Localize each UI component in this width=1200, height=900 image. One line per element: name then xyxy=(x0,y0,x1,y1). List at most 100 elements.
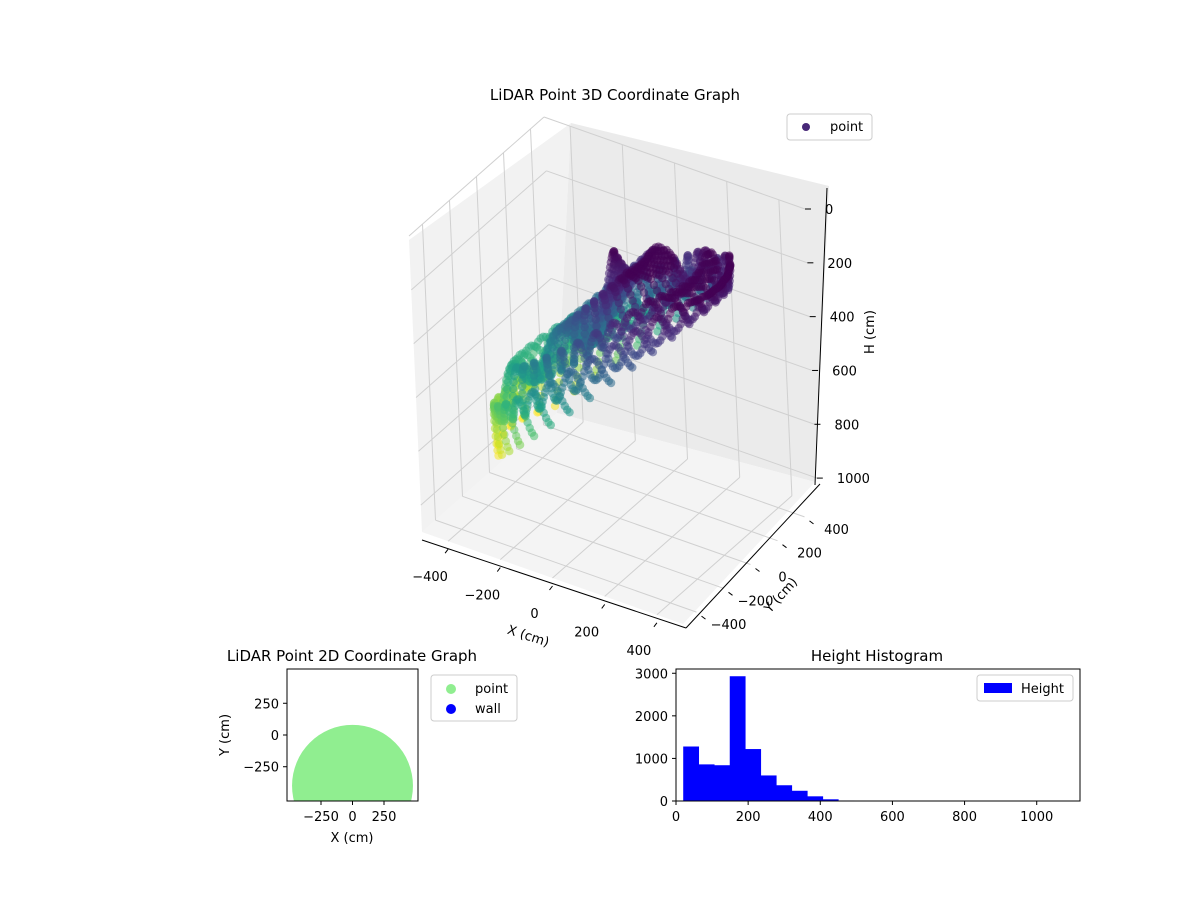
plot3d-ticks: −400−2000200400−400−20002004000200400600… xyxy=(412,203,870,659)
point3d xyxy=(616,305,625,314)
grid3d-y-floor xyxy=(489,472,751,565)
x3-tick xyxy=(444,548,449,554)
point3d xyxy=(694,268,703,278)
point3d xyxy=(545,371,554,380)
point3d xyxy=(614,298,624,308)
hist-x-tick-label: 0 xyxy=(672,810,680,825)
grid3d-z-right xyxy=(546,170,808,264)
grid3d-y-wall xyxy=(422,224,436,521)
histogram-bar xyxy=(729,676,746,801)
hist-y-tick-label: 3000 xyxy=(635,667,668,682)
point3d xyxy=(500,430,509,439)
point3d xyxy=(652,313,661,322)
plot3d-points xyxy=(489,242,735,460)
x2-tick-label: 0 xyxy=(348,810,356,825)
x3-tick xyxy=(653,622,658,628)
point3d xyxy=(623,358,633,368)
y3-tick xyxy=(728,591,733,596)
histogram-bar xyxy=(822,799,839,801)
y2-tick-label: 0 xyxy=(271,729,279,744)
point3d xyxy=(580,316,589,325)
point3d xyxy=(505,447,514,456)
grid3d-y-wall xyxy=(476,176,490,473)
point3d xyxy=(515,440,525,450)
point3d xyxy=(570,329,579,339)
grid3d-z-right xyxy=(543,116,806,210)
grid3d-y-floor xyxy=(462,495,724,589)
y3-tick-label: −200 xyxy=(738,594,774,609)
x3-tick xyxy=(549,585,553,591)
point3d xyxy=(592,322,601,331)
x3-tick-label: 200 xyxy=(574,625,599,640)
histogram-bar xyxy=(776,785,793,801)
point3d xyxy=(518,382,527,391)
x3-tick-label: −400 xyxy=(412,570,448,585)
y3-tick-label: 400 xyxy=(824,523,849,538)
point3d xyxy=(498,423,508,432)
point3d xyxy=(570,323,580,332)
hist-x-tick-label: 400 xyxy=(808,810,833,825)
point3d xyxy=(546,420,555,430)
histogram-title: Height Histogram xyxy=(811,647,943,665)
x3-tick xyxy=(601,604,606,609)
z3-tick-label: 400 xyxy=(830,311,855,326)
z3-tick-label: 800 xyxy=(834,418,859,433)
point3d xyxy=(580,322,589,332)
histogram-legend-label: Height xyxy=(1021,682,1064,697)
y2-tick-label: 250 xyxy=(254,697,279,712)
point3d xyxy=(508,384,518,394)
plot2d-xlabel: X (cm) xyxy=(331,831,374,846)
y3-tick xyxy=(755,568,760,572)
point3d xyxy=(698,275,707,285)
histogram-legend-swatch xyxy=(984,683,1012,693)
histogram-bar xyxy=(683,746,700,801)
plot2d-legend: point wall xyxy=(430,674,518,722)
plot3d-y-axis xyxy=(685,483,821,629)
grid3d-x-wall xyxy=(778,199,793,496)
x3-tick-label: −200 xyxy=(464,589,500,604)
point3d xyxy=(502,392,511,401)
x2-tick-label: −250 xyxy=(303,810,339,825)
point3d xyxy=(580,329,589,339)
grid3d-x-wall xyxy=(726,181,741,478)
plot3d-zlabel: H (cm) xyxy=(863,310,878,354)
z3-tick-label: 1000 xyxy=(837,472,870,487)
hist-x-tick-label: 200 xyxy=(736,810,761,825)
plot2d-ticks: −250 −250 0 0 250 250 xyxy=(243,697,396,825)
point3d xyxy=(497,450,507,459)
point3d xyxy=(561,335,570,344)
y3-tick xyxy=(782,544,787,549)
plot3d-x-axis xyxy=(421,539,687,629)
plot2d: LiDAR Point 2D Coordinate Graph −250−250… xyxy=(218,647,518,846)
histogram-ticks: 0 200 400 600 800 1000 0 1000 2000 3000 xyxy=(635,667,1053,825)
grid3d-z-left xyxy=(420,385,557,506)
point3d xyxy=(529,431,539,441)
hist-x-tick-label: 600 xyxy=(880,810,905,825)
grid3d-y-floor xyxy=(435,519,697,613)
hist-x-tick-label: 1000 xyxy=(1020,810,1053,825)
grid3d-z-left xyxy=(415,278,552,398)
z3-tick-label: 200 xyxy=(827,257,852,272)
point3d xyxy=(518,389,527,398)
x3-tick-label: 0 xyxy=(530,607,538,622)
plot2d-point-region xyxy=(292,724,413,801)
y3-tick-label: −400 xyxy=(711,618,747,633)
point3d xyxy=(508,419,517,428)
point3d xyxy=(509,377,518,387)
point3d xyxy=(530,377,539,387)
histogram: Height Histogram 0 200 400 600 800 1000 0 1000 2… xyxy=(635,647,1081,825)
x3-tick xyxy=(496,567,501,572)
histogram-bar xyxy=(791,790,808,801)
histogram-bar xyxy=(760,775,777,801)
point3d xyxy=(565,408,574,417)
grid3d-y-wall xyxy=(449,200,463,497)
plot3d-grid xyxy=(408,116,817,616)
plot2d-legend-point-marker xyxy=(446,684,456,694)
point3d xyxy=(529,371,539,380)
z3-tick-label: 0 xyxy=(825,203,833,218)
point3d xyxy=(591,315,600,324)
grid3d-z-right xyxy=(555,385,817,479)
point3d xyxy=(585,393,595,403)
point3d xyxy=(590,309,600,318)
point3d xyxy=(562,328,571,338)
